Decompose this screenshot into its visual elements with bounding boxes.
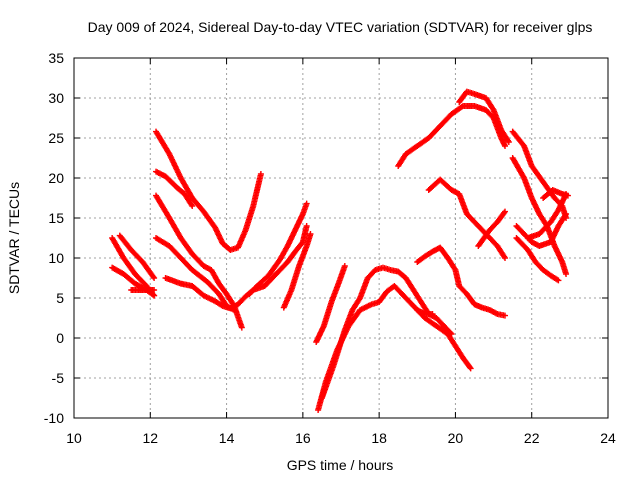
series-s20 [475, 208, 509, 249]
data-point [189, 203, 196, 209]
data-point [555, 277, 562, 284]
series-s12 [313, 263, 348, 345]
data-point [257, 171, 264, 177]
x-tick-label: 14 [219, 430, 235, 446]
y-tick-label: -10 [44, 410, 64, 426]
y-tick-label: 10 [48, 250, 64, 266]
series-s11 [280, 231, 314, 311]
series-s21 [509, 128, 570, 221]
series-s26 [540, 187, 571, 201]
data-point [218, 302, 225, 309]
y-tick-label: 20 [48, 170, 64, 186]
y-tick-label: 35 [48, 50, 64, 66]
y-tick-label: 25 [48, 130, 64, 146]
data-point [466, 364, 473, 371]
data-point [458, 103, 465, 110]
series-s7 [153, 192, 245, 331]
data-point [563, 271, 570, 277]
axis-ticks [73, 57, 609, 419]
tick-labels: 10 12 14 16 18 20 22 24 -10 -5 0 5 10 15 20 25 30 35 [44, 50, 616, 446]
data-point [303, 223, 310, 229]
data-point [150, 273, 157, 280]
data-point [502, 143, 509, 149]
y-tick-label: 30 [48, 90, 64, 106]
data-point [501, 209, 508, 216]
plot-frame [73, 57, 609, 419]
data-point [448, 331, 455, 337]
data-point [502, 255, 509, 261]
series-s16 [414, 244, 509, 319]
series-s3 [116, 232, 158, 281]
data-point [151, 275, 158, 281]
series-s10 [246, 200, 310, 297]
data-point [429, 311, 436, 317]
data-point [505, 139, 512, 145]
data-point [303, 200, 310, 207]
x-axis-label: GPS time / hours [287, 457, 394, 473]
y-axis-label: SDTVAR / TECUs [6, 182, 22, 294]
series-s18 [456, 88, 512, 145]
series-s6 [153, 168, 196, 209]
series-s23 [513, 211, 570, 249]
series-s19 [425, 176, 509, 261]
series-s4 [128, 287, 158, 293]
data-point [341, 263, 348, 269]
series-s9 [162, 223, 310, 312]
data-point [502, 208, 509, 215]
data-point [564, 192, 571, 199]
data-point [238, 324, 245, 331]
data-point [151, 292, 158, 299]
x-tick-label: 16 [295, 430, 311, 446]
series-s24 [513, 235, 562, 284]
x-tick-label: 20 [448, 430, 464, 446]
y-tick-label: -5 [52, 370, 65, 386]
y-tick-label: 15 [48, 210, 64, 226]
chart-title: Day 009 of 2024, Sidereal Day-to-day VTE… [88, 19, 593, 35]
y-tick-label: 5 [56, 290, 64, 306]
series-s5 [153, 128, 264, 253]
data-point [467, 365, 474, 372]
data-point [502, 312, 509, 319]
data-point [554, 276, 561, 283]
plot-area [109, 88, 571, 413]
x-tick-label: 24 [600, 430, 616, 446]
y-tick-label: 0 [56, 330, 64, 346]
series-s17 [395, 103, 509, 169]
x-tick-label: 10 [66, 430, 82, 446]
data-point [447, 329, 454, 336]
series-s14 [318, 264, 455, 401]
x-tick-label: 12 [142, 430, 158, 446]
data-point [151, 287, 158, 293]
data-point [307, 231, 314, 237]
series-s25 [524, 191, 570, 241]
x-tick-label: 22 [524, 430, 540, 446]
data-point [563, 211, 570, 217]
x-tick-label: 18 [371, 430, 387, 446]
series-s15 [414, 307, 436, 317]
